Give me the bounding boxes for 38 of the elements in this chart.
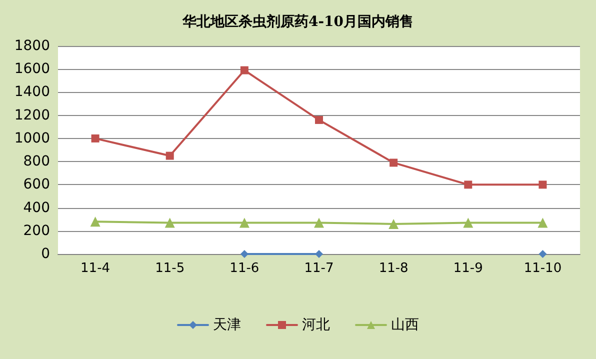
point xyxy=(315,116,323,124)
y-tick-label: 1400 xyxy=(14,84,50,100)
x-tick-label: 11-9 xyxy=(453,261,483,276)
y-tick-label: 1800 xyxy=(14,38,50,54)
point xyxy=(240,250,248,258)
point xyxy=(91,134,100,142)
y-tick-label: 1000 xyxy=(14,130,50,146)
point xyxy=(538,218,548,228)
point xyxy=(315,250,323,258)
legend-label: 山西 xyxy=(391,317,419,333)
point xyxy=(90,216,100,227)
y-tick-label: 600 xyxy=(23,176,50,193)
y-tick-label: 1200 xyxy=(14,107,50,124)
chart-title: 华北地区杀虫剂原药4-10月国内销售 xyxy=(181,13,414,30)
legend-label: 河北 xyxy=(302,317,330,333)
y-tick-label: 400 xyxy=(23,200,50,216)
point xyxy=(464,180,472,189)
point xyxy=(314,218,324,228)
point xyxy=(538,180,547,189)
point xyxy=(390,158,398,167)
point xyxy=(240,66,248,74)
x-tick-label: 11-7 xyxy=(304,261,334,276)
point xyxy=(388,218,399,229)
legend-label: 天津 xyxy=(213,317,241,333)
point xyxy=(463,218,474,228)
x-tick-label: 11-10 xyxy=(524,261,562,276)
x-tick-label: 11-8 xyxy=(378,261,408,276)
point xyxy=(538,250,547,258)
x-tick-label: 11-5 xyxy=(155,261,185,276)
x-tick-label: 11-4 xyxy=(80,261,110,276)
y-tick-label: 1600 xyxy=(14,61,50,78)
point xyxy=(239,218,250,228)
y-tick-label: 0 xyxy=(41,246,50,262)
x-tick-label: 11-6 xyxy=(230,261,260,276)
point xyxy=(164,218,175,228)
y-tick-label: 200 xyxy=(23,222,50,239)
y-tick-label: 800 xyxy=(23,154,50,170)
point xyxy=(166,152,174,160)
